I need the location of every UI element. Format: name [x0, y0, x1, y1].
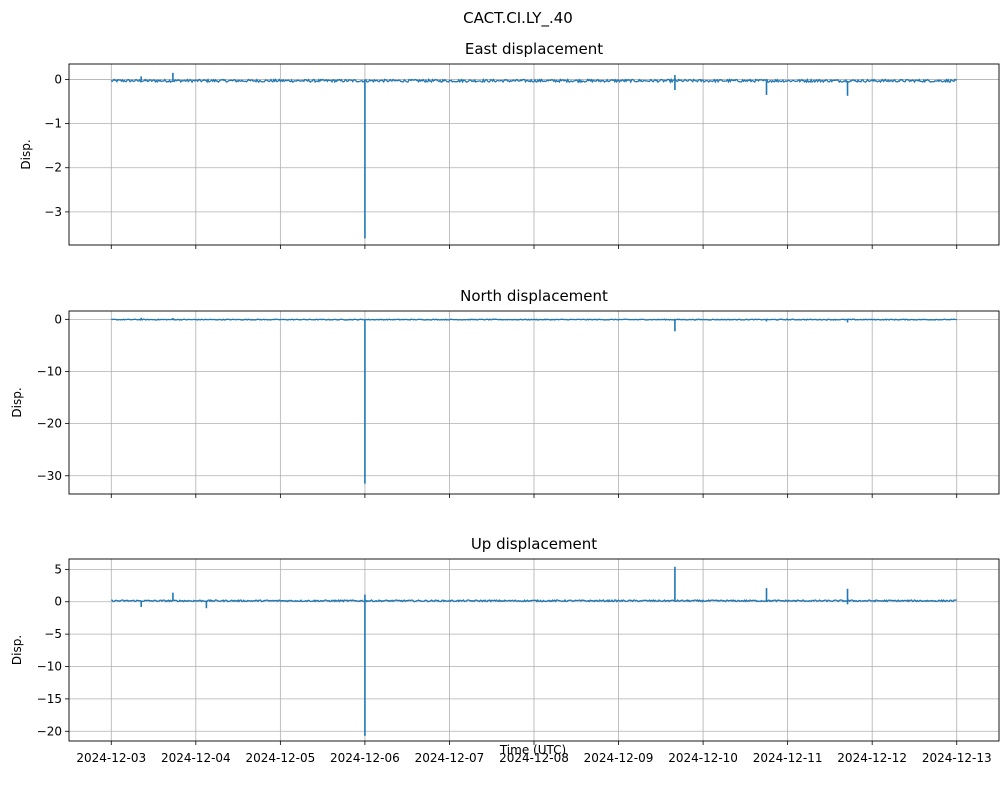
panel-title: Up displacement: [471, 535, 597, 553]
y-axis-label: Disp.: [10, 635, 24, 665]
y-tick-label: −10: [37, 364, 62, 378]
y-tick-label: 0: [54, 312, 62, 326]
x-tick-label: 2024-12-03: [76, 751, 146, 765]
y-tick-label: −30: [37, 469, 62, 483]
y-tick-label: −5: [44, 627, 62, 641]
y-tick-label: −1: [44, 117, 62, 131]
panel-2: North displacement 0 −10 −20 −30 Disp.: [10, 287, 1000, 498]
x-tick-label: 2024-12-07: [415, 751, 485, 765]
panel-title: East displacement: [465, 40, 603, 58]
x-tick-label: 2024-12-09: [584, 751, 654, 765]
y-tick-label: −20: [37, 724, 62, 738]
data-line: [110, 77, 958, 84]
y-tick-label: 0: [54, 595, 62, 609]
data-line: [111, 598, 957, 603]
figure-suptitle: CACT.CI.LY_.40: [463, 9, 573, 28]
y-tick-label: −15: [37, 692, 62, 706]
data-line: [111, 318, 957, 321]
panel-3: Up displacement 5 0 −5 −10 −15 −20 2024-12-03 20…: [10, 535, 1000, 765]
y-tick-label: −3: [44, 205, 62, 219]
y-axis-label: Disp.: [10, 387, 24, 417]
y-tick-label: −2: [44, 161, 62, 175]
y-tick-label: −10: [37, 660, 62, 674]
x-tick-label: 2024-12-05: [245, 751, 315, 765]
x-axis-label: Time (UTC): [499, 743, 566, 757]
y-tick-label: −20: [37, 417, 62, 431]
x-tick-label: 2024-12-11: [753, 751, 823, 765]
x-tick-label: 2024-12-08: [499, 751, 569, 765]
x-tick-label: 2024-12-10: [668, 751, 738, 765]
y-tick-label: 5: [54, 562, 62, 576]
x-tick-label: 2024-12-13: [922, 751, 992, 765]
x-tick-label: 2024-12-12: [837, 751, 907, 765]
x-tick-label: 2024-12-04: [161, 751, 231, 765]
y-axis-label: Disp.: [19, 139, 33, 169]
x-tick-label: 2024-12-06: [330, 751, 400, 765]
y-tick-label: 0: [54, 72, 62, 86]
panel-title: North displacement: [460, 287, 608, 305]
panel-1: East displacement 0 −1 −2 −3 Disp.: [19, 40, 1000, 249]
